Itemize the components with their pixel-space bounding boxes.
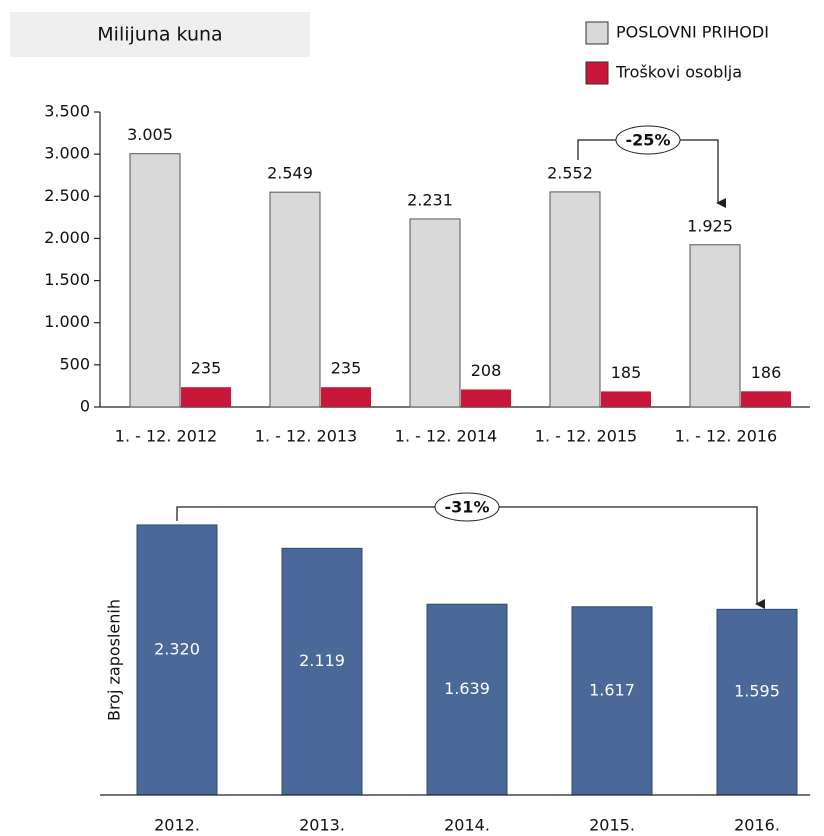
legend-label: Troškovi osoblja — [615, 63, 742, 82]
y-axis-label: Broj zaposlenih — [105, 599, 124, 721]
bar — [136, 524, 218, 796]
value-label: 1.617 — [589, 680, 635, 699]
value-label: 2.231 — [407, 190, 453, 209]
value-label: 235 — [191, 359, 222, 378]
value-label: 208 — [471, 361, 502, 380]
bar — [281, 547, 363, 796]
annotation: -31% — [445, 498, 490, 517]
x-tick-label: 2012. — [154, 816, 200, 835]
bar — [426, 603, 508, 796]
value-label: 2.552 — [547, 163, 593, 182]
annotation-ellipse — [434, 492, 500, 522]
x-tick-label: 1. - 12. 2014 — [395, 427, 497, 446]
bar — [181, 387, 231, 407]
x-tick-label: 2014. — [444, 816, 490, 835]
y-tick-label: 2.500 — [44, 186, 90, 205]
y-tick-label: 1.500 — [44, 270, 90, 289]
y-tick-label: 1.000 — [44, 312, 90, 331]
y-tick-label: 0 — [80, 397, 90, 416]
bar — [269, 191, 321, 408]
value-label: 2.549 — [267, 164, 313, 183]
bar — [461, 389, 511, 407]
title-box — [10, 12, 310, 57]
y-tick-label: 3.000 — [44, 144, 90, 163]
value-label: 1.595 — [734, 682, 780, 701]
legend-swatch — [585, 21, 609, 45]
y-tick-label: 500 — [59, 354, 90, 373]
bar — [601, 391, 651, 407]
x-tick-label: 2015. — [589, 816, 635, 835]
value-label: 3.005 — [127, 125, 173, 144]
legend-swatch — [585, 61, 609, 85]
bar — [689, 244, 741, 408]
value-label: 186 — [751, 363, 782, 382]
value-label: 1.639 — [444, 679, 490, 698]
chart-title: Milijuna kuna — [97, 24, 222, 46]
x-tick-label: 1. - 12. 2015 — [535, 427, 637, 446]
bar — [549, 191, 601, 408]
value-label: 235 — [331, 359, 362, 378]
bar — [716, 608, 798, 796]
x-tick-label: 1. - 12. 2012 — [115, 427, 217, 446]
x-tick-label: 1. - 12. 2013 — [255, 427, 357, 446]
bar — [321, 387, 371, 407]
x-tick-label: 2016. — [734, 816, 780, 835]
value-label: 1.925 — [687, 216, 733, 235]
annotation-arrow — [176, 506, 765, 609]
value-label: 185 — [611, 363, 642, 382]
legend-label: POSLOVNI PRIHODI — [616, 23, 769, 42]
bar — [741, 391, 791, 407]
annotation-ellipse — [615, 125, 681, 155]
x-tick-label: 1. - 12. 2016 — [675, 427, 777, 446]
bar — [129, 153, 181, 408]
x-tick-label: 2013. — [299, 816, 345, 835]
bar — [571, 606, 653, 796]
y-tick-label: 2.000 — [44, 228, 90, 247]
annotation: -25% — [626, 131, 671, 150]
bar — [409, 218, 461, 408]
y-tick-label: 3.500 — [44, 102, 90, 121]
value-label: 2.119 — [299, 651, 345, 670]
value-label: 2.320 — [154, 639, 200, 658]
